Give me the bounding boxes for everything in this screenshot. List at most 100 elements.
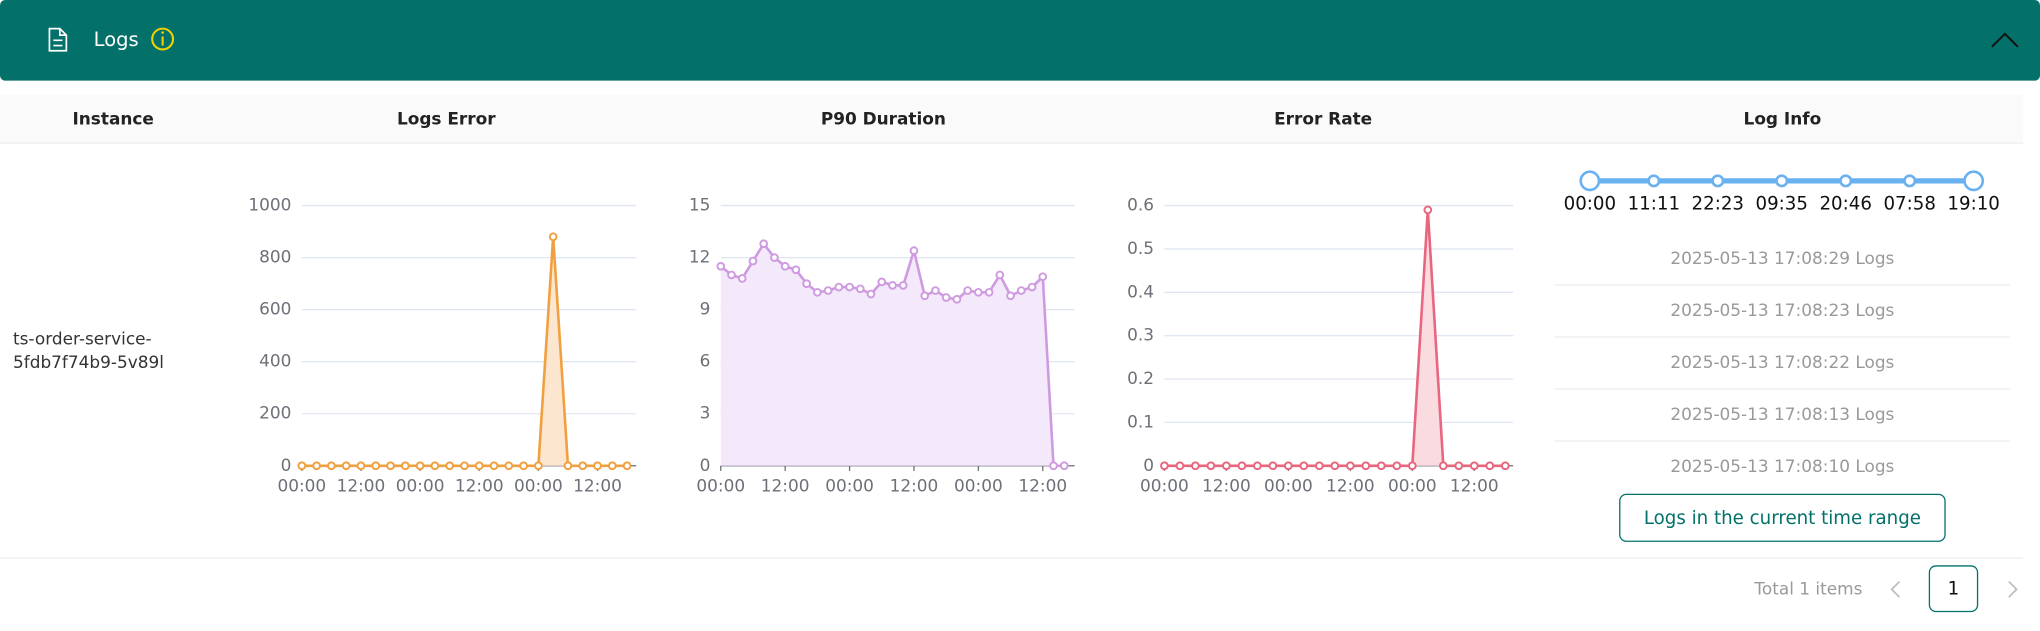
point: [297, 461, 307, 471]
y-tick-label: 0.6: [1127, 195, 1154, 215]
point: [952, 294, 962, 304]
column-header: Log Info: [1744, 109, 1822, 129]
slider-dot: [1711, 174, 1725, 188]
y-tick-label: 800: [259, 247, 291, 267]
point: [445, 461, 455, 471]
page-button[interactable]: [1928, 565, 1979, 613]
column-header: P90 Duration: [821, 109, 946, 129]
point: [1392, 461, 1402, 471]
x-tick-label: 00:00: [1264, 476, 1313, 496]
point: [1175, 461, 1185, 471]
panel-header[interactable]: [0, 0, 2040, 81]
area: [301, 236, 628, 466]
x-tick-label: 12:00: [337, 476, 386, 496]
slider-label: 00:00: [1564, 193, 1616, 214]
table-header: [0, 94, 2024, 144]
point: [1330, 461, 1340, 471]
x-tick-label: 00:00: [825, 476, 874, 496]
column-header: Logs Error: [397, 109, 496, 129]
point: [1500, 461, 1510, 471]
point: [855, 284, 865, 294]
point: [1454, 461, 1464, 471]
point: [1016, 286, 1026, 295]
point: [415, 461, 425, 471]
y-tick-label: 0: [700, 455, 711, 475]
point: [371, 461, 381, 471]
point: [877, 277, 887, 287]
point: [1038, 272, 1048, 282]
point: [563, 461, 573, 471]
y-tick-label: 12: [689, 247, 711, 267]
x-tick-label: 12:00: [455, 476, 504, 496]
point: [1314, 461, 1324, 471]
instance-name: 5fdb7f74b9-5v89l: [13, 352, 164, 372]
point: [1268, 461, 1278, 471]
point: [578, 461, 588, 471]
point: [1059, 461, 1069, 471]
point: [1191, 461, 1200, 471]
point: [1376, 461, 1386, 471]
point: [607, 461, 617, 471]
slider-label: 19:10: [1947, 193, 1999, 214]
y-tick-label: 3: [700, 403, 711, 423]
next-page[interactable]: [2008, 580, 2018, 598]
point: [386, 461, 395, 471]
log-entry: 2025-05-13 17:08:22 Logs: [1670, 352, 1894, 372]
column-header: Instance: [72, 109, 153, 129]
x-tick-label: 12:00: [1202, 476, 1251, 496]
point: [1253, 461, 1262, 471]
info-icon[interactable]: [151, 27, 175, 51]
point: [504, 461, 514, 471]
point: [1049, 461, 1058, 471]
log-entry: 2025-05-13 17:08:10 Logs: [1670, 456, 1894, 476]
page-number[interactable]: 1: [1948, 578, 1960, 599]
point: [430, 461, 440, 471]
log-entry: 2025-05-13 17:08:29 Logs: [1670, 248, 1894, 268]
point: [474, 461, 484, 471]
logs-button[interactable]: [1619, 493, 1946, 542]
point: [791, 265, 801, 275]
point: [931, 286, 940, 295]
point: [327, 461, 336, 471]
line: [1164, 209, 1506, 468]
y-tick-label: 15: [689, 195, 711, 215]
point: [920, 291, 930, 301]
point: [341, 461, 351, 471]
point: [963, 286, 972, 295]
slider-dot: [1775, 174, 1789, 188]
y-tick-label: 1000: [248, 195, 291, 215]
logs-button-label[interactable]: Logs in the current time range: [1644, 508, 1921, 529]
area: [720, 243, 1065, 466]
x-tick-label: 12:00: [761, 476, 810, 496]
point: [995, 270, 1005, 280]
y-tick-label: 400: [259, 351, 291, 371]
point: [759, 239, 769, 249]
x-tick-label: 12:00: [890, 476, 939, 496]
y-tick-label: 0.1: [1127, 411, 1154, 431]
point: [737, 274, 747, 283]
point: [548, 232, 558, 242]
point: [909, 246, 919, 256]
slider-handle: [1579, 170, 1601, 192]
pagination-total: Total 1 items: [1753, 578, 1862, 598]
point: [834, 282, 844, 292]
x-tick-label: 12:00: [1018, 476, 1067, 496]
y-tick-label: 0.2: [1127, 368, 1154, 388]
point: [1407, 461, 1417, 471]
point: [1237, 461, 1247, 471]
collapse-icon[interactable]: [1991, 32, 2019, 48]
point: [866, 289, 876, 299]
prev-page[interactable]: [1890, 580, 1901, 598]
point: [898, 281, 908, 290]
x-tick-label: 00:00: [1140, 476, 1189, 496]
log-entry: 2025-05-13 17:08:13 Logs: [1670, 404, 1894, 424]
slider-dot: [1839, 174, 1853, 188]
point: [748, 256, 758, 266]
point: [845, 282, 854, 292]
x-tick-label: 00:00: [277, 476, 326, 496]
point: [1206, 461, 1216, 471]
instance-name: ts-order-service-: [13, 329, 152, 349]
doc-icon: [48, 27, 68, 52]
point: [888, 281, 897, 290]
